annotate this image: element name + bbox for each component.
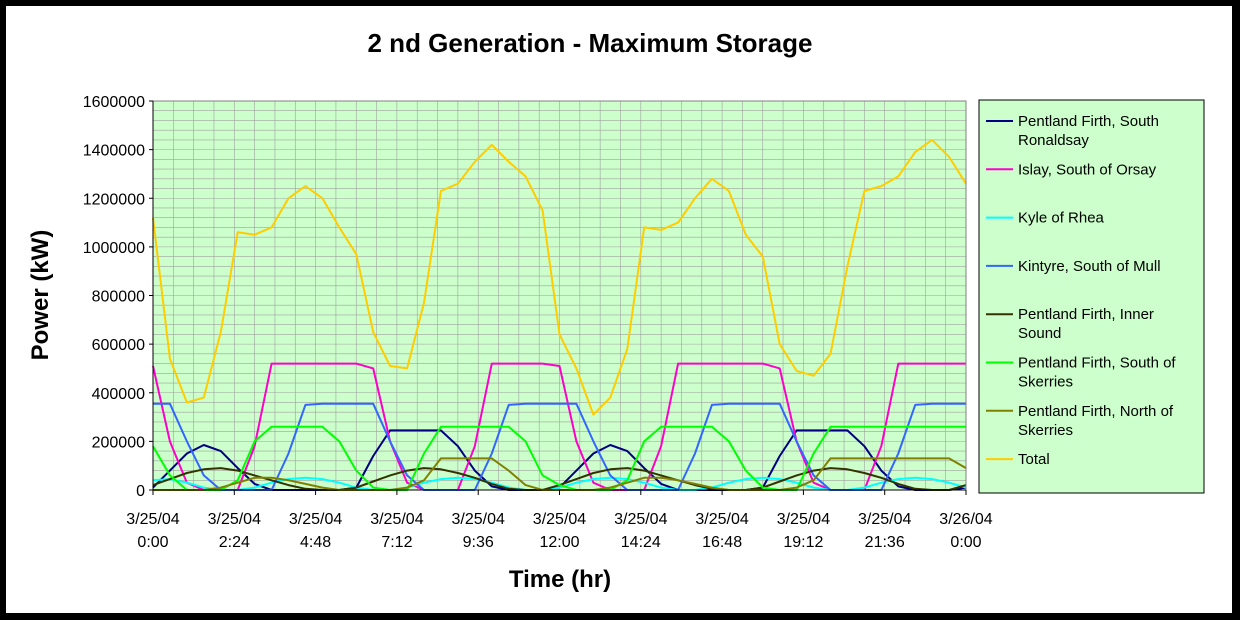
- legend-label: Kyle of Rhea: [1018, 210, 1105, 227]
- x-tick-time: 0:00: [950, 534, 981, 551]
- x-tick-date: 3/25/04: [614, 511, 667, 528]
- legend-item: Islay, South of Orsay: [986, 161, 1157, 178]
- x-tick-time: 14:24: [621, 534, 661, 551]
- legend-item: Total: [986, 451, 1050, 468]
- legend-label: Skerries: [1018, 422, 1073, 439]
- x-tick-date: 3/25/04: [452, 511, 505, 528]
- legend-item: Pentland Firth, South Ronaldsay: [986, 113, 1159, 149]
- x-tick-date: 3/25/04: [370, 511, 423, 528]
- y-tick-label: 1200000: [83, 191, 145, 208]
- x-tick-time: 21:36: [865, 534, 905, 551]
- x-tick-date: 3/25/04: [858, 511, 911, 528]
- x-tick-date: 3/26/04: [939, 511, 992, 528]
- y-tick-label: 600000: [92, 337, 145, 354]
- x-tick-date: 3/25/04: [695, 511, 748, 528]
- grid-lines: [152, 100, 967, 491]
- legend-label: Pentland Firth, Inner: [1018, 306, 1154, 323]
- legend-label: Ronaldsay: [1018, 132, 1089, 149]
- legend-label: Pentland Firth, North of: [1018, 403, 1174, 420]
- y-tick-label: 1000000: [83, 240, 145, 257]
- legend-label: Pentland Firth, South: [1018, 113, 1159, 130]
- y-tick-label: 1600000: [83, 94, 145, 111]
- series-line-pentland-firth-south-of-skerries: [152, 425, 966, 491]
- legend-label: Kintyre, South of Mull: [1018, 258, 1161, 275]
- y-tick-labels: 0 200000 400000 600000 800000 1000000 1200000 1…: [83, 94, 153, 500]
- y-tick-label: 400000: [92, 386, 145, 403]
- y-tick-label: 0: [136, 483, 145, 500]
- x-tick-date: 3/25/04: [208, 511, 261, 528]
- x-axis-title: Time (hr): [509, 566, 611, 593]
- legend-item: Pentland Firth, Inner Sound: [986, 306, 1154, 342]
- chart-canvas: 2 nd Generation - Maximum Storage 0 20000…: [27, 28, 1205, 593]
- x-tick-time: 19:12: [783, 534, 823, 551]
- y-tick-label: 800000: [92, 289, 145, 306]
- x-tick-time: 0:00: [137, 534, 168, 551]
- x-tick-date: 3/25/04: [533, 511, 586, 528]
- legend-label: Skerries: [1018, 374, 1073, 391]
- x-tick-date: 3/25/04: [289, 511, 342, 528]
- legend-item: Kyle of Rhea: [986, 210, 1105, 227]
- y-axis-title: Power (kW): [27, 230, 54, 361]
- x-tick-time: 2:24: [219, 534, 250, 551]
- series-line-total: [152, 138, 967, 416]
- legend-label: Pentland Firth, South of: [1018, 355, 1176, 372]
- legend-label: Islay, South of Orsay: [1018, 161, 1157, 178]
- x-tick-time: 9:36: [463, 534, 494, 551]
- legend-box: [978, 99, 1205, 494]
- y-tick-label: 200000: [92, 434, 145, 451]
- x-tick-time: 16:48: [702, 534, 742, 551]
- legend-label: Sound: [1018, 325, 1061, 342]
- x-tick-date: 3/25/04: [126, 511, 179, 528]
- x-tick-labels: 3/25/04 0:00 3/25/04 2:24 3/25/04 4:48 3/25/04…: [126, 490, 993, 551]
- x-tick-time: 4:48: [300, 534, 331, 551]
- y-tick-label: 1400000: [83, 143, 145, 160]
- chart-title: 2 nd Generation - Maximum Storage: [368, 28, 813, 58]
- legend-item: Kintyre, South of Mull: [986, 258, 1161, 275]
- x-tick-date: 3/25/04: [777, 511, 830, 528]
- legend-item: Pentland Firth, South of Skerries: [986, 355, 1176, 391]
- legend-label: Total: [1018, 451, 1050, 468]
- x-tick-time: 7:12: [381, 534, 412, 551]
- chart-frame: 2 nd Generation - Maximum Storage 0 20000…: [6, 6, 1232, 613]
- legend-item: Pentland Firth, North of Skerries: [986, 403, 1174, 439]
- x-tick-time: 12:00: [539, 534, 579, 551]
- legend: Pentland Firth, South Ronaldsay Islay, Sou…: [986, 113, 1176, 468]
